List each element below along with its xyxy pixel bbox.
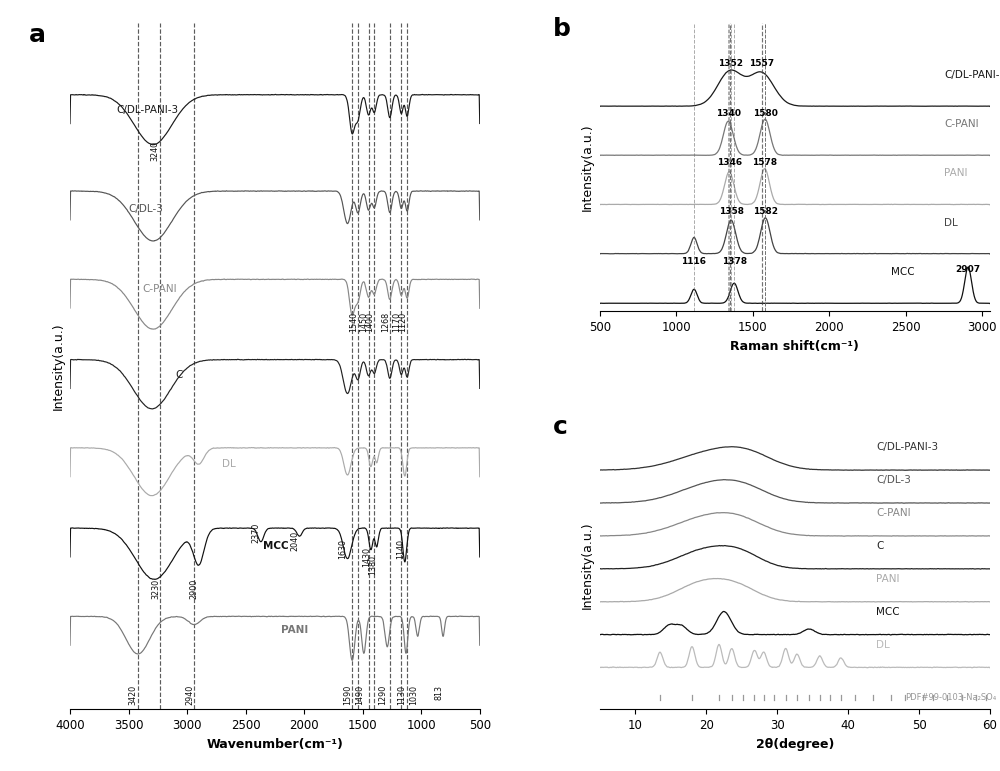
Text: PANI: PANI: [944, 168, 968, 178]
Text: MCC: MCC: [891, 267, 914, 277]
Text: MCC: MCC: [263, 541, 289, 551]
Text: C-PANI: C-PANI: [944, 119, 979, 129]
Text: 2370: 2370: [252, 523, 261, 544]
Text: 1557: 1557: [749, 59, 774, 69]
Text: 1346: 1346: [717, 158, 742, 167]
Text: 2040: 2040: [290, 531, 299, 551]
Text: 1450: 1450: [360, 312, 369, 332]
Text: 1378: 1378: [722, 257, 747, 266]
Text: C/DL-PANI-3: C/DL-PANI-3: [876, 443, 939, 453]
Y-axis label: Intensity(a.u.): Intensity(a.u.): [581, 521, 594, 609]
Text: MCC: MCC: [876, 607, 900, 617]
Text: 1400: 1400: [365, 312, 374, 332]
Text: PDF#99-0103-Na₂SO₄: PDF#99-0103-Na₂SO₄: [905, 692, 996, 702]
Text: 1540: 1540: [349, 312, 358, 332]
X-axis label: Raman shift(cm⁻¹): Raman shift(cm⁻¹): [730, 340, 859, 352]
Text: 813: 813: [434, 685, 443, 700]
Text: 1120: 1120: [398, 312, 407, 332]
Text: 1380: 1380: [368, 555, 377, 575]
Text: C/DL-PANI-3: C/DL-PANI-3: [944, 70, 1000, 80]
Text: 1590: 1590: [343, 685, 352, 705]
Text: DL: DL: [876, 640, 890, 650]
Y-axis label: Intensity(a.u.): Intensity(a.u.): [581, 123, 594, 211]
Text: C/DL-3: C/DL-3: [876, 475, 911, 485]
Text: C/DL-3: C/DL-3: [129, 204, 163, 214]
Text: 2900: 2900: [190, 579, 199, 599]
Text: 1268: 1268: [381, 312, 390, 332]
Text: 1490: 1490: [355, 685, 364, 705]
Text: a: a: [29, 23, 46, 47]
Text: 3230: 3230: [151, 579, 160, 599]
Text: c: c: [553, 416, 568, 439]
Text: DL: DL: [944, 217, 958, 227]
Text: 2907: 2907: [956, 265, 981, 274]
Text: C-PANI: C-PANI: [876, 508, 911, 518]
Text: 1358: 1358: [719, 207, 744, 217]
Text: 1430: 1430: [362, 547, 371, 567]
Text: DL: DL: [222, 459, 236, 469]
Text: 3240: 3240: [150, 141, 159, 161]
Text: 1170: 1170: [392, 312, 401, 332]
Text: 1030: 1030: [409, 685, 418, 705]
Text: 1578: 1578: [752, 158, 777, 167]
Text: C-PANI: C-PANI: [143, 284, 177, 295]
Text: 1582: 1582: [753, 207, 778, 217]
Text: C/DL-PANI-3: C/DL-PANI-3: [117, 106, 179, 116]
Text: 3420: 3420: [129, 685, 138, 705]
Text: 1630: 1630: [338, 539, 347, 559]
X-axis label: 2θ(degree): 2θ(degree): [756, 738, 834, 751]
Text: 1130: 1130: [397, 685, 406, 705]
Text: 1140: 1140: [396, 539, 405, 559]
Text: 1580: 1580: [753, 109, 777, 118]
Text: 1340: 1340: [716, 109, 741, 118]
Y-axis label: Intensity(a.u.): Intensity(a.u.): [51, 322, 64, 410]
Text: b: b: [553, 18, 571, 42]
X-axis label: Wavenumber(cm⁻¹): Wavenumber(cm⁻¹): [206, 738, 343, 751]
Text: 1290: 1290: [378, 685, 387, 705]
Text: 2940: 2940: [185, 685, 194, 705]
Text: C: C: [175, 370, 183, 380]
Text: PANI: PANI: [876, 574, 900, 584]
Text: C: C: [876, 541, 884, 551]
Text: 1352: 1352: [718, 59, 743, 69]
Text: PANI: PANI: [281, 625, 308, 635]
Text: 1116: 1116: [682, 257, 707, 266]
